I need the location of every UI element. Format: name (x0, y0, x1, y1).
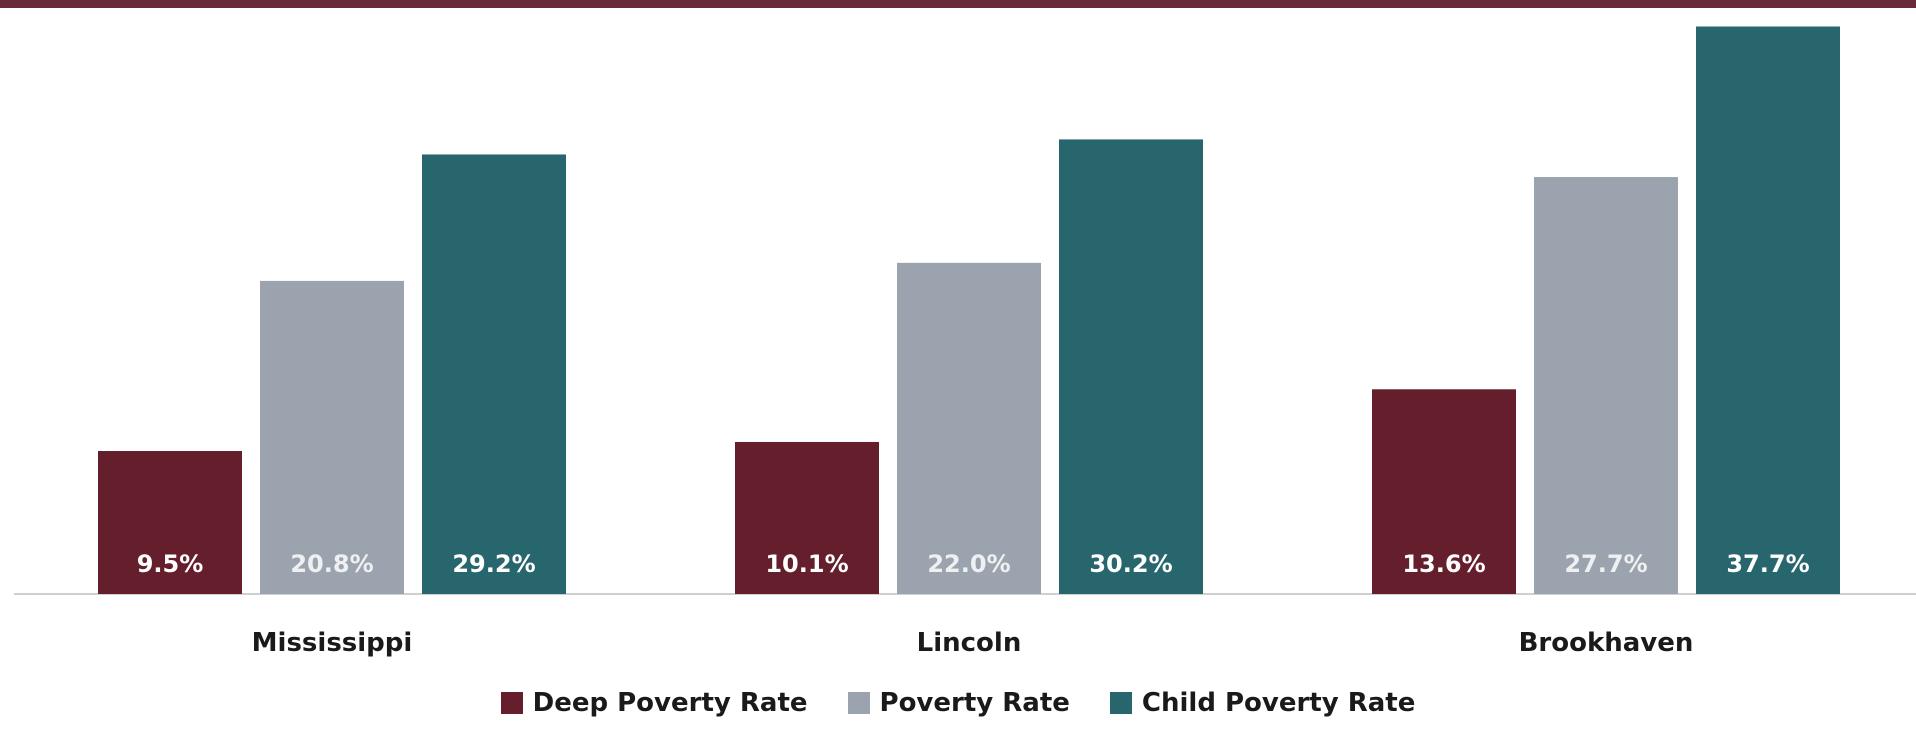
data-label: 20.8% (290, 550, 373, 578)
legend-swatch (500, 692, 523, 714)
legend-item-poverty: Poverty Rate (847, 688, 1070, 718)
bar-lincoln-1 (897, 262, 1041, 594)
bar-brookhaven-1 (1534, 177, 1678, 594)
data-label: 9.5% (137, 550, 204, 578)
data-label: 10.1% (765, 550, 848, 578)
data-label: 22.0% (927, 550, 1010, 578)
data-label: 30.2% (1089, 550, 1172, 578)
bar-mississippi-2 (422, 154, 566, 594)
legend-label: Child Poverty Rate (1141, 688, 1416, 718)
bar-lincoln-2 (1059, 139, 1203, 594)
bar-brookhaven-2 (1696, 26, 1840, 594)
header-rule (0, 0, 1916, 8)
legend-item-deep-poverty: Deep Poverty Rate (500, 688, 808, 718)
legend-label: Deep Poverty Rate (532, 688, 808, 718)
data-label: 37.7% (1726, 550, 1809, 578)
bar-brookhaven-0 (1372, 389, 1516, 594)
legend-label: Poverty Rate (879, 688, 1070, 718)
data-label: 29.2% (452, 550, 535, 578)
legend-swatch (1109, 692, 1132, 714)
data-label: 13.6% (1402, 550, 1485, 578)
bar-mississippi-0 (98, 451, 242, 594)
bar-mississippi-1 (260, 280, 404, 594)
category-label: Mississippi (252, 628, 413, 658)
data-label: 27.7% (1564, 550, 1647, 578)
legend-swatch (847, 692, 870, 714)
category-label: Lincoln (917, 628, 1022, 658)
bar-chart: 9.5% 20.8% 29.2% Mississippi 10.1% 22.0% 30.2%… (14, 26, 1916, 658)
legend: Deep Poverty Rate Poverty Rate Child Pov… (0, 688, 1916, 718)
legend-item-child-poverty: Child Poverty Rate (1109, 688, 1416, 718)
bar-lincoln-0 (735, 441, 879, 594)
category-label: Brookhaven (1519, 628, 1694, 658)
